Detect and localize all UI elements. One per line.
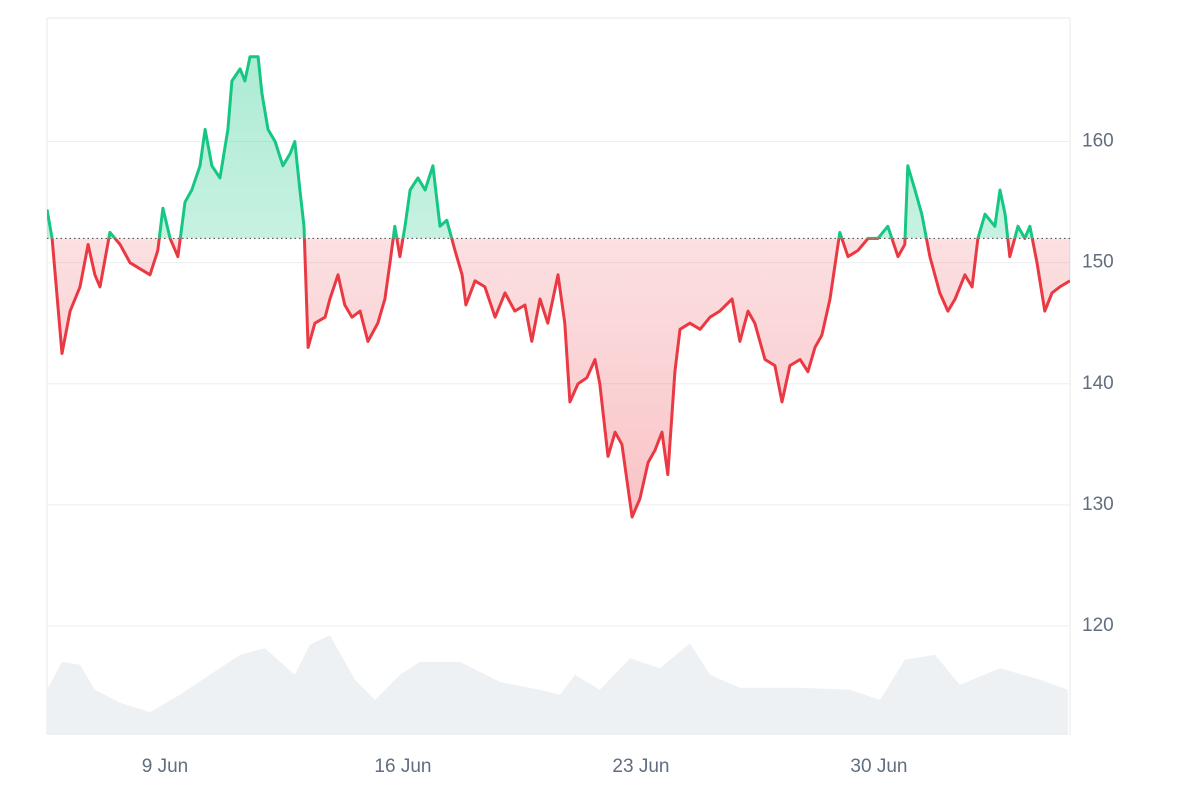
area-down — [52, 238, 1070, 517]
y-tick-label: 140 — [1082, 373, 1114, 394]
y-tick-label: 120 — [1082, 615, 1114, 636]
y-tick-label: 160 — [1082, 131, 1114, 152]
x-tick-label: 23 Jun — [612, 756, 669, 777]
price-line-down — [50, 238, 1070, 519]
area-up — [47, 56, 1070, 239]
y-tick-label: 130 — [1082, 494, 1114, 515]
x-tick-label: 16 Jun — [374, 756, 431, 777]
price-line-up — [47, 55, 1034, 239]
volume-area — [47, 635, 1068, 735]
x-tick-label: 9 Jun — [142, 756, 188, 777]
y-tick-label: 150 — [1082, 252, 1114, 273]
x-tick-label: 30 Jun — [850, 756, 907, 777]
